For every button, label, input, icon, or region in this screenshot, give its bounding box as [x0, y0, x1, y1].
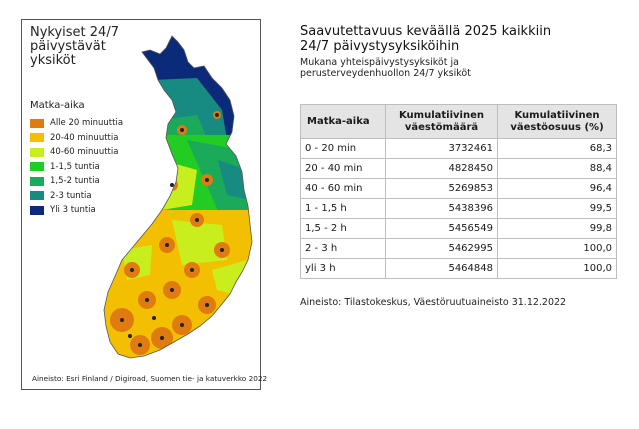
legend-item: 40-60 minuuttia — [30, 145, 123, 160]
legend-label: 1,5-2 tuntia — [50, 176, 100, 187]
legend-label: 1-1,5 tuntia — [50, 161, 100, 172]
legend-item: 2-3 tuntia — [30, 189, 123, 204]
legend-label: 2-3 tuntia — [50, 190, 92, 201]
map-panel: Nykyiset 24/7 päivystävät yksiköt Matka-… — [21, 19, 267, 390]
subtitle-line: Mukana yhteispäivystysyksiköt ja — [300, 57, 459, 68]
table-row: 1,5 - 2 h 5456549 99,8 — [300, 218, 617, 239]
legend-label: 20-40 minuuttia — [50, 132, 119, 143]
legend-label: Yli 3 tuntia — [50, 205, 96, 216]
map-title: Nykyiset 24/7 päivystävät yksiköt — [30, 25, 119, 68]
table-cell: 68,3 — [497, 138, 617, 159]
table-cell: 99,5 — [497, 198, 617, 219]
legend-item: Alle 20 minuuttia — [30, 116, 123, 131]
legend-item: Yli 3 tuntia — [30, 203, 123, 218]
table-cell: 99,8 — [497, 218, 617, 239]
data-source-note: Aineisto: Tilastokeskus, Väestöruutuaine… — [300, 297, 567, 308]
table-cell: 2 - 3 h — [300, 238, 386, 259]
page-title: Saavutettavuus keväällä 2025 kaikkiin 24… — [300, 24, 551, 54]
legend-swatch — [30, 147, 44, 157]
table-cell: 5269853 — [385, 178, 498, 199]
column-header: Kumulatiivinen väestöosuus (%) — [497, 104, 617, 139]
legend-item: 1,5-2 tuntia — [30, 174, 123, 189]
table-cell: 3732461 — [385, 138, 498, 159]
map-source-note: Aineisto: Esri Finland / Digiroad, Suome… — [32, 374, 268, 383]
table-header-row: Matka-aika Kumulatiivinen väestömäärä Ku… — [300, 104, 617, 139]
table-row: 20 - 40 min 4828450 88,4 — [300, 158, 617, 179]
finland-accessibility-map — [103, 35, 253, 359]
legend-title: Matka-aika — [30, 100, 85, 111]
legend-swatch — [30, 162, 44, 172]
table-row: 2 - 3 h 5462995 100,0 — [300, 238, 617, 259]
legend-swatch — [30, 133, 44, 143]
table-cell: 100,0 — [497, 238, 617, 259]
table-cell: 1,5 - 2 h — [300, 218, 386, 239]
legend-label: 40-60 minuuttia — [50, 147, 119, 158]
legend-label: Alle 20 minuuttia — [50, 118, 124, 129]
map-legend: Matka-aika Alle 20 minuuttia 20-40 minuu… — [30, 100, 123, 218]
table-row: 1 - 1,5 h 5438396 99,5 — [300, 198, 617, 219]
table-cell: 5462995 — [385, 238, 498, 259]
population-table: Matka-aika Kumulatiivinen väestömäärä Ku… — [300, 104, 617, 279]
table-cell: 0 - 20 min — [300, 138, 386, 159]
legend-swatch — [30, 118, 44, 128]
legend-item: 1-1,5 tuntia — [30, 160, 123, 175]
page-subtitle: Mukana yhteispäivystysyksiköt ja peruste… — [300, 57, 471, 79]
column-header: Matka-aika — [300, 104, 386, 139]
table-cell: 40 - 60 min — [300, 178, 386, 199]
table-cell: 100,0 — [497, 258, 617, 279]
legend-swatch — [30, 205, 44, 215]
legend-swatch — [30, 191, 44, 201]
hospital-markers — [120, 113, 224, 347]
table-cell: 4828450 — [385, 158, 498, 179]
legend-item: 20-40 minuuttia — [30, 131, 123, 146]
table-cell: 20 - 40 min — [300, 158, 386, 179]
legend-swatch — [30, 176, 44, 186]
table-cell: 88,4 — [497, 158, 617, 179]
table-row: 0 - 20 min 3732461 68,3 — [300, 138, 617, 159]
table-row: yli 3 h 5464848 100,0 — [300, 258, 617, 279]
title-line: 24/7 päivystysyksiköihin — [300, 39, 460, 54]
table-cell: 5464848 — [385, 258, 498, 279]
table-cell: 96,4 — [497, 178, 617, 199]
table-cell: 1 - 1,5 h — [300, 198, 386, 219]
table-cell: yli 3 h — [300, 258, 386, 279]
title-line: Saavutettavuus keväällä 2025 kaikkiin — [300, 24, 552, 39]
table-row: 40 - 60 min 5269853 96,4 — [300, 178, 617, 199]
column-header: Kumulatiivinen väestömäärä — [385, 104, 498, 139]
table-cell: 5456549 — [385, 218, 498, 239]
subtitle-line: perusterveydenhuollon 24/7 yksiköt — [300, 68, 471, 79]
table-cell: 5438396 — [385, 198, 498, 219]
